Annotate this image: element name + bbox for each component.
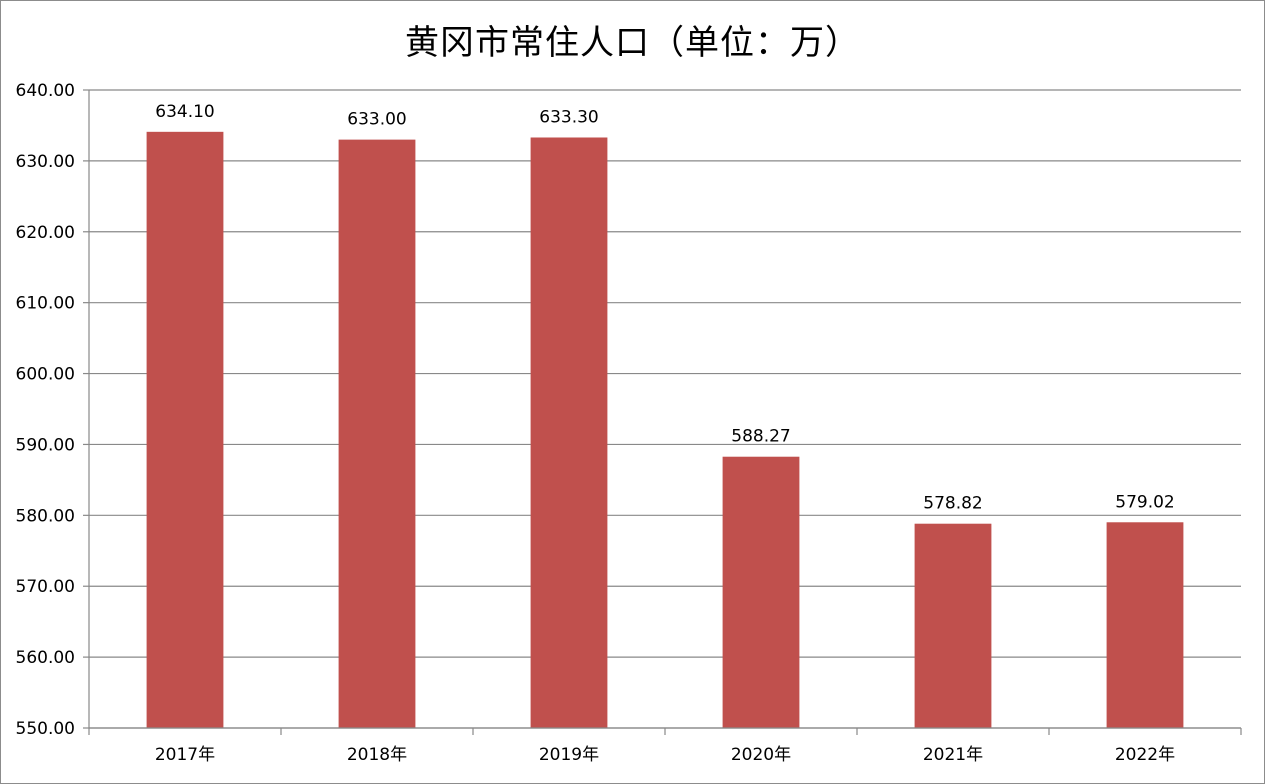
y-tick-label: 570.00 — [16, 577, 75, 597]
data-label: 578.82 — [923, 494, 982, 514]
bar-2022年 — [1106, 522, 1184, 728]
y-tick-label: 550.00 — [16, 719, 75, 739]
x-tick-label: 2019年 — [539, 745, 599, 765]
x-tick-label: 2017年 — [155, 745, 215, 765]
labels: 550.00 560.00 570.00 580.00 590.00 600.00 610.… — [16, 81, 1176, 765]
y-tick-label: 640.00 — [16, 81, 75, 101]
bar-2017年 — [146, 131, 224, 728]
x-tick-label: 2021年 — [923, 745, 983, 765]
y-tick-label: 590.00 — [16, 435, 75, 455]
data-label: 633.00 — [347, 110, 406, 130]
grid-lines — [89, 89, 1241, 729]
data-label: 588.27 — [731, 427, 790, 447]
y-tick-label: 580.00 — [16, 506, 75, 526]
bar-2020年 — [722, 456, 800, 728]
data-label: 579.02 — [1115, 492, 1174, 512]
data-label: 634.10 — [155, 102, 214, 122]
x-tick-label: 2018年 — [347, 745, 407, 765]
y-tick-label: 560.00 — [16, 648, 75, 668]
bar-2019年 — [530, 137, 608, 729]
x-tick-label: 2022年 — [1115, 745, 1175, 765]
axes — [83, 89, 1242, 735]
y-tick-label: 600.00 — [16, 365, 75, 385]
bar-2021年 — [914, 523, 992, 728]
y-tick-label: 610.00 — [16, 294, 75, 314]
chart-title: 黄冈市常住人口（单位：万） — [405, 23, 860, 63]
x-tick-label: 2020年 — [731, 745, 791, 765]
y-tick-label: 630.00 — [16, 152, 75, 172]
bar-2018年 — [338, 139, 416, 729]
data-label: 633.30 — [539, 107, 598, 127]
bars — [146, 131, 1184, 729]
y-tick-label: 620.00 — [16, 223, 75, 243]
